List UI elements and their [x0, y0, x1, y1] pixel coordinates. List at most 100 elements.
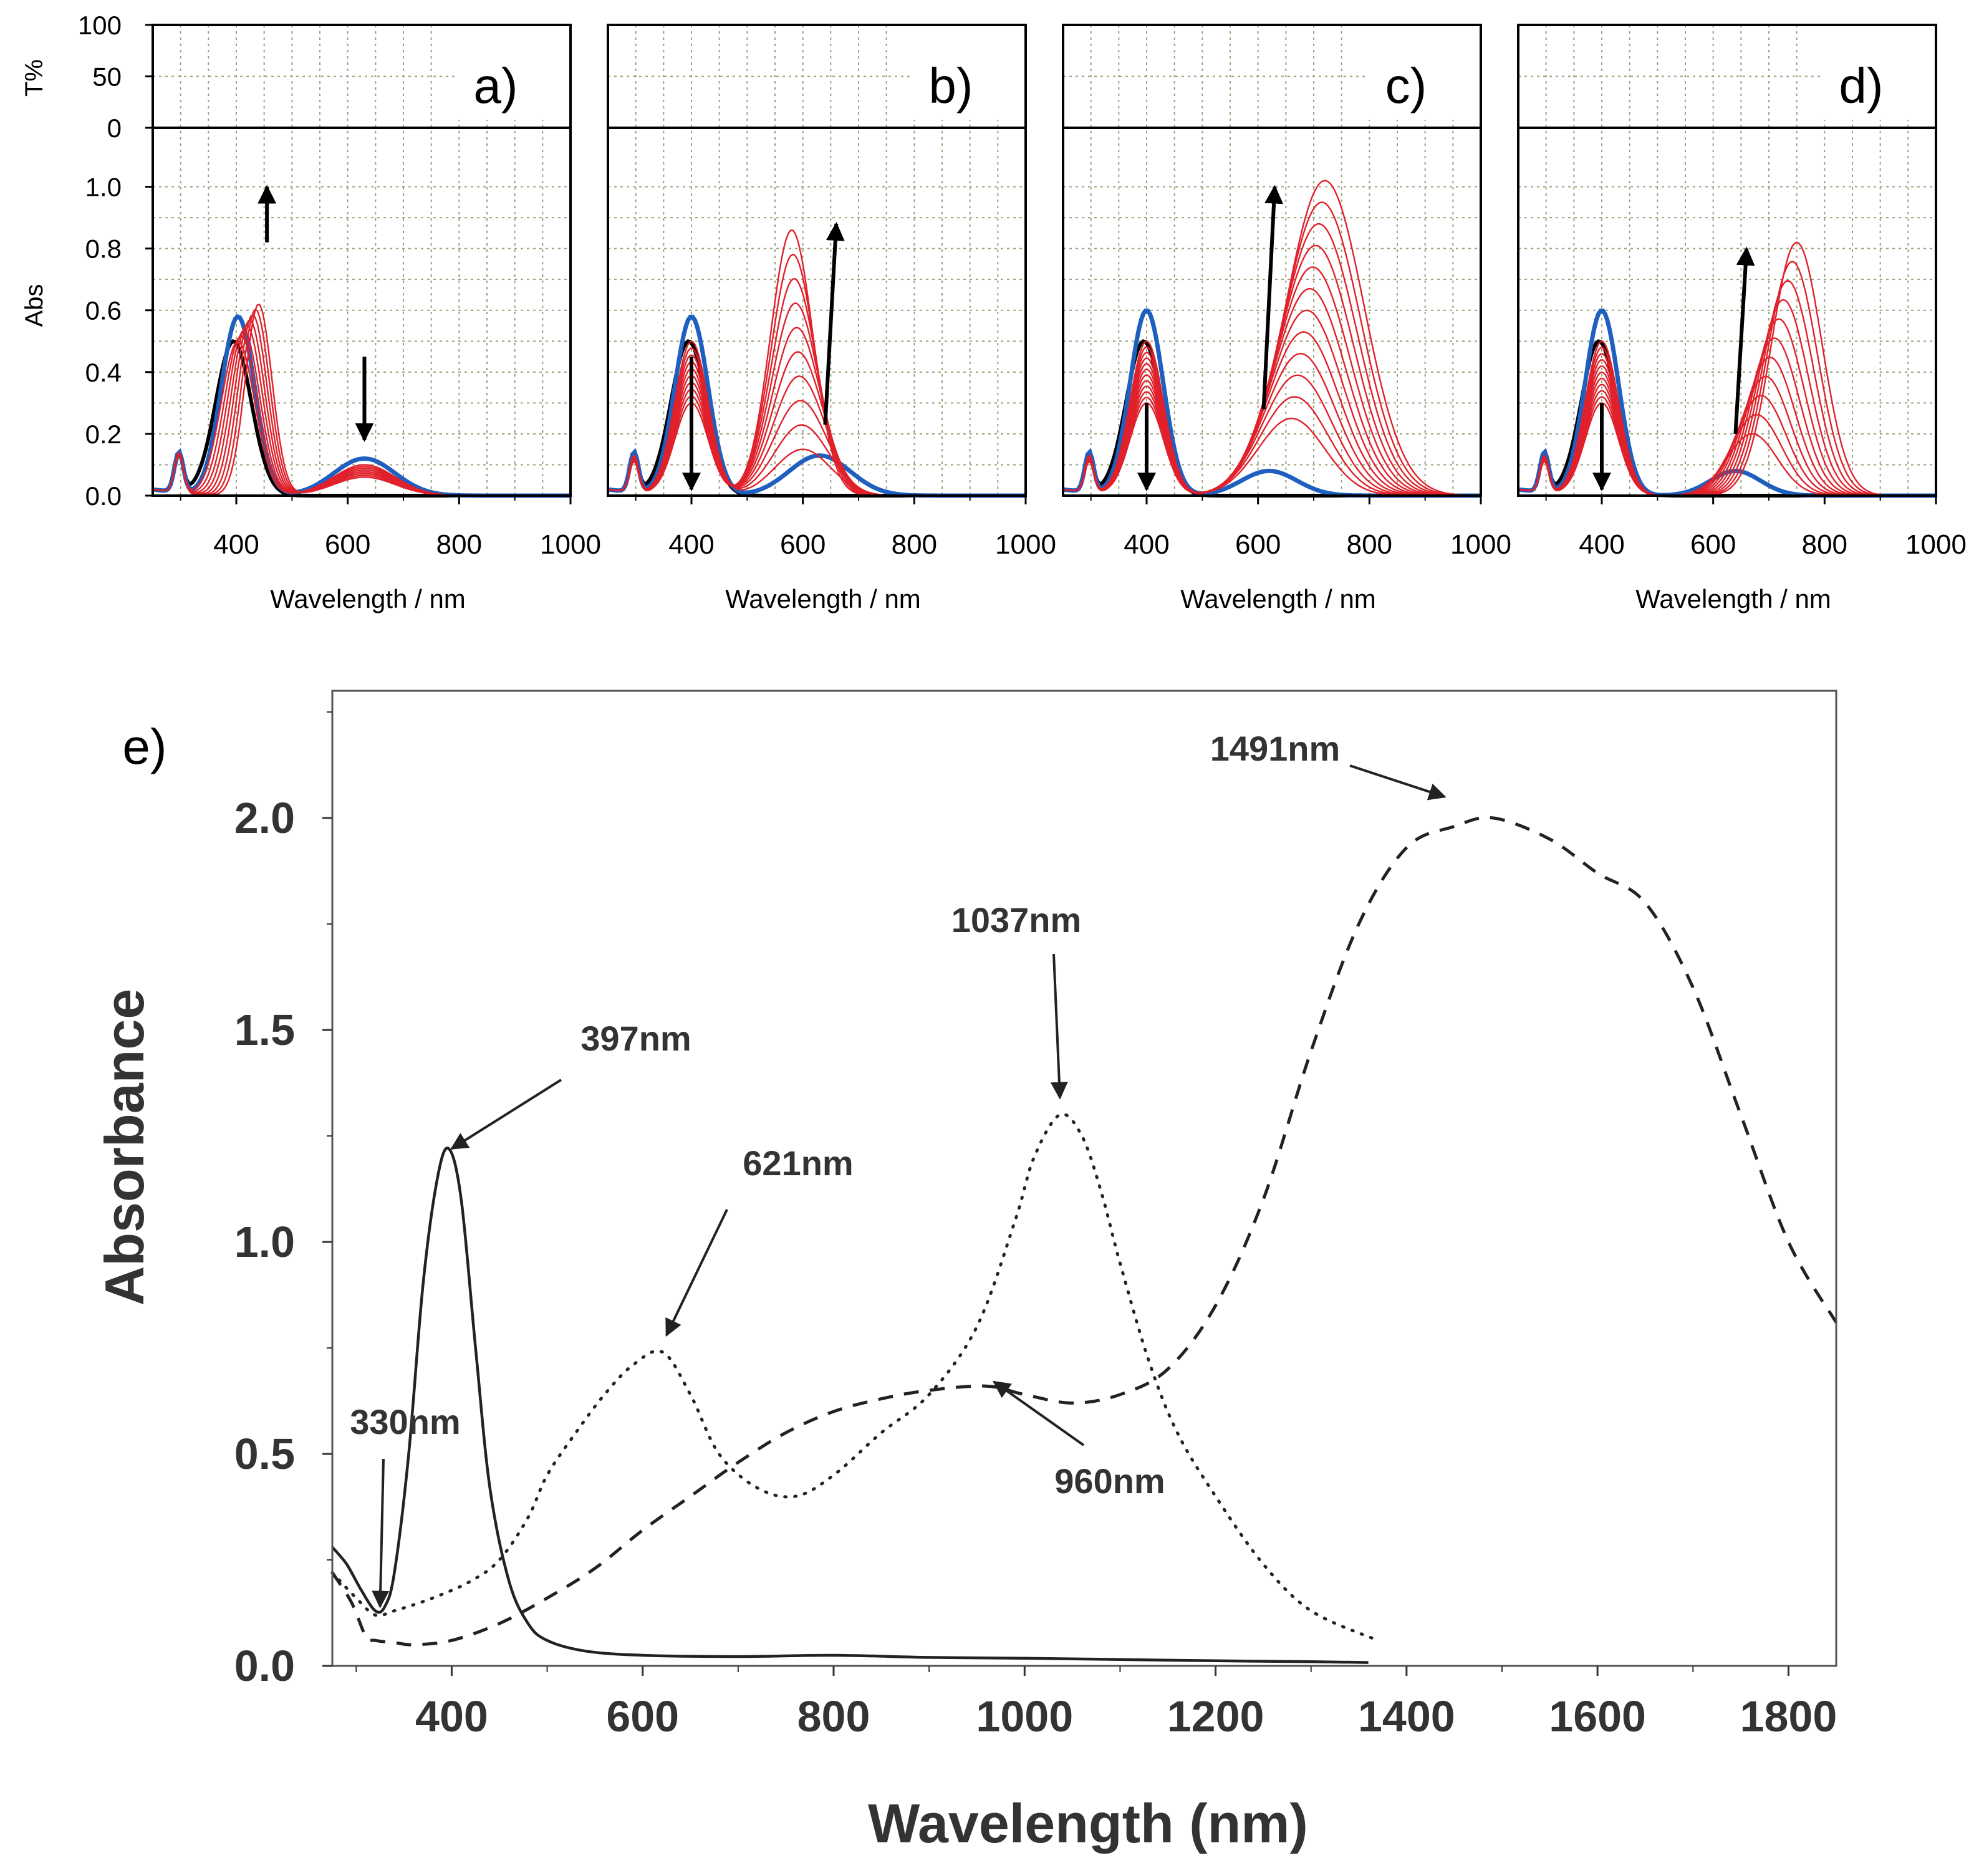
panel-e-x-tick-label: 1400 — [1358, 1692, 1455, 1741]
panel-e-annotation-arrow — [665, 1209, 728, 1337]
panel-d-axes: 400 600 800 1000 — [1517, 24, 1967, 560]
panel-e-y-tick-label: 0.0 — [234, 1642, 295, 1690]
panel-e-dashed-curve — [330, 815, 1838, 1647]
panel-c-red-curve — [1062, 309, 1480, 497]
panel-e-y-tick-label: 0.5 — [234, 1430, 295, 1478]
y-tick-label: 0.6 — [85, 296, 122, 325]
panel-a-label: a) — [473, 58, 518, 113]
panel-e-annotation-label: 960nm — [1054, 1461, 1165, 1501]
panel-c-red-curve — [1062, 331, 1480, 497]
panel-e-annotation-arrow — [1349, 764, 1447, 801]
panel-e-xlabel: Wavelength (nm) — [868, 1792, 1308, 1854]
panel-a-xlabel: Wavelength / nm — [270, 584, 466, 613]
panel-c-arrows — [1137, 185, 1284, 492]
panel-c-axes: 400 600 800 1000 — [1062, 24, 1511, 560]
x-tick-label: 1000 — [995, 529, 1056, 560]
panel-d-label-box — [1821, 26, 1935, 120]
y-tick-label: 1.0 — [85, 173, 122, 202]
x-tick-label: 600 — [1235, 529, 1281, 560]
panel-e-y-tick-label: 2.0 — [234, 794, 295, 842]
panel-e-y-tick-label: 1.0 — [234, 1218, 295, 1266]
x-tick-label: 1000 — [1450, 529, 1511, 560]
panel-b-label: b) — [928, 58, 973, 113]
x-tick-label: 1000 — [540, 529, 601, 560]
panel-a-abs-frame — [152, 127, 572, 497]
panel-e-annotation-arrow — [372, 1458, 390, 1609]
panel-b-abs-frame — [607, 127, 1027, 497]
y-tick-label: 0.2 — [85, 420, 122, 449]
panel-a-arrows — [258, 185, 374, 442]
panel-e-annotation-label: 621nm — [743, 1143, 853, 1183]
panel-e-frame — [331, 690, 1837, 1667]
panel-e-x-tick-label: 1000 — [976, 1692, 1073, 1741]
x-tick-label: 400 — [213, 529, 259, 560]
panel-c-xlabel: Wavelength / nm — [1180, 584, 1376, 613]
panel-e-annotations: 330nm 397nm 621nm 1037nm 960nm 1491nm — [350, 729, 1447, 1609]
panel-e-x-tick-label: 600 — [606, 1692, 679, 1741]
y-tick-label: 0.8 — [85, 234, 122, 264]
y-tick-label: 0.4 — [85, 358, 122, 387]
panel-e-y-tick-label: 1.5 — [234, 1006, 295, 1054]
panel-c-abs-frame — [1062, 127, 1482, 497]
panel-e-x-tick-label: 400 — [415, 1692, 488, 1741]
panel-d-red-curve — [1518, 279, 1935, 497]
panel-e-annotation-arrow — [992, 1380, 1085, 1446]
panel-e-annotation-arrow — [1050, 953, 1068, 1100]
panel-e-annotation-label: 397nm — [580, 1019, 691, 1058]
panel-e-dotted-curve — [330, 1112, 1380, 1642]
panel-e-ylabel: Absorbance — [94, 989, 155, 1306]
panel-b-label-box — [910, 26, 1024, 120]
y-tick-label: 0.0 — [85, 481, 122, 511]
panel-a-t-ylabel: T% — [21, 59, 48, 97]
panel-c-label: c) — [1385, 58, 1427, 113]
panel-e-annotation-label: 330nm — [350, 1402, 460, 1441]
x-tick-label: 800 — [1802, 529, 1847, 560]
x-tick-label: 400 — [1124, 529, 1169, 560]
panel-d-arrows — [1592, 246, 1755, 492]
panel-d-xlabel: Wavelength / nm — [1635, 584, 1831, 613]
x-tick-label: 800 — [436, 529, 482, 560]
panel-b-xlabel: Wavelength / nm — [725, 584, 921, 613]
x-tick-label: 1000 — [1905, 529, 1967, 560]
x-tick-label: 800 — [1347, 529, 1392, 560]
panel-e-annotation-label: 1491nm — [1210, 729, 1341, 768]
panel-c-arrow-up — [1261, 185, 1284, 410]
t-tick-label: 0 — [107, 113, 122, 143]
panel-e-x-tick-label: 1800 — [1740, 1692, 1837, 1741]
panel-c: 400 600 800 1000 c) Wavelength / nm — [1062, 24, 1511, 613]
panel-a-ylabel: Abs — [21, 284, 48, 327]
panel-e-x-tick-label: 1600 — [1549, 1692, 1646, 1741]
x-tick-label: 400 — [1579, 529, 1624, 560]
panel-c-red-curve — [1062, 180, 1480, 496]
x-tick-label: 600 — [780, 529, 826, 560]
x-tick-label: 600 — [1690, 529, 1736, 560]
panel-b-arrows — [682, 222, 845, 492]
panel-b-arrow-up — [823, 222, 845, 425]
panel-e-series — [330, 815, 1838, 1664]
panel-d-abs-frame — [1517, 127, 1937, 497]
panel-e-solid-curve — [331, 1147, 1369, 1664]
panel-d-arrow-up — [1733, 246, 1755, 435]
panel-e-annotation-label: 1037nm — [951, 900, 1082, 940]
panel-a-label-box — [455, 26, 569, 120]
panel-e-x-tick-label: 800 — [797, 1692, 870, 1741]
x-tick-label: 400 — [668, 529, 714, 560]
panel-b: 400 600 800 1000 b) Wavelength / nm — [607, 24, 1056, 613]
x-tick-label: 800 — [892, 529, 937, 560]
panel-a: 400 600 800 1000 0.0 0.2 0.4 0.6 0.8 1.0 0 50 100 a)… — [21, 11, 601, 613]
t-tick-label: 100 — [78, 11, 122, 40]
t-tick-label: 50 — [92, 62, 122, 92]
panel-d-red-curve — [1518, 261, 1935, 497]
x-tick-label: 600 — [325, 529, 370, 560]
panel-d: 400 600 800 1000 d) Wavelength / nm — [1517, 24, 1967, 613]
panel-e-label: e) — [122, 719, 166, 774]
panel-c-red-curve — [1062, 287, 1480, 497]
panel-e-annotation-arrow — [450, 1079, 562, 1150]
panel-a-axes: 400 600 800 1000 0.0 0.2 0.4 0.6 0.8 1.0 0 50 100 — [78, 11, 601, 560]
panel-e-axes: 400 600 800 1000 1200 1400 1600 1800 0.0 0.5 1.0 1.… — [234, 690, 1837, 1741]
panel-d-red-curve — [1518, 241, 1935, 497]
panel-d-label: d) — [1839, 58, 1883, 113]
panel-e-x-tick-label: 1200 — [1167, 1692, 1264, 1741]
panel-e: 400 600 800 1000 1200 1400 1600 1800 0.0 0.5 1.0 1.… — [94, 690, 1838, 1854]
